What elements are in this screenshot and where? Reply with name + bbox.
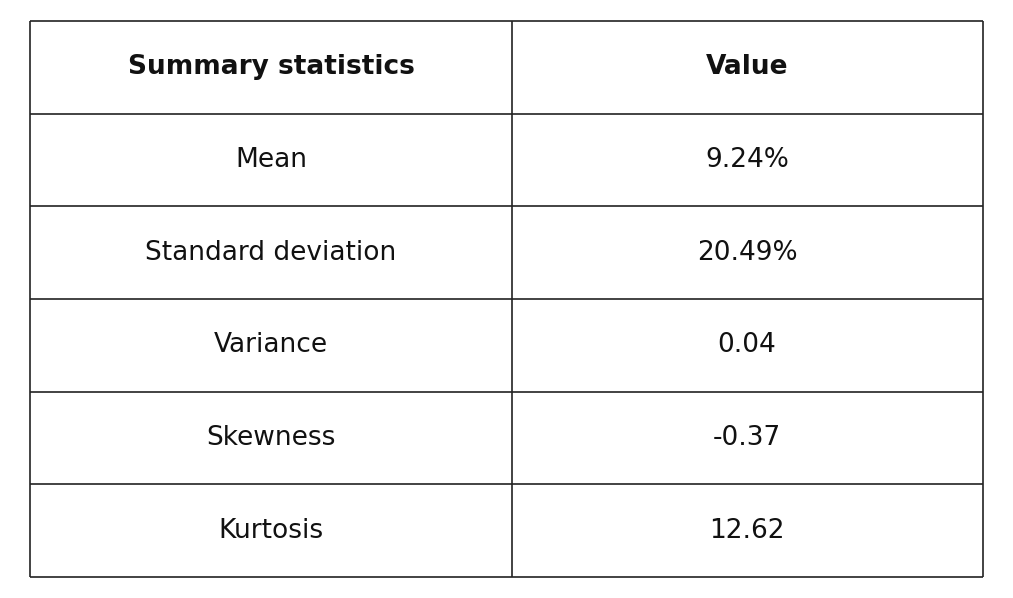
Text: Skewness: Skewness — [207, 425, 335, 451]
Text: 12.62: 12.62 — [709, 518, 785, 544]
Text: -0.37: -0.37 — [713, 425, 781, 451]
Text: Summary statistics: Summary statistics — [128, 54, 414, 80]
Text: 9.24%: 9.24% — [705, 147, 789, 173]
Text: Variance: Variance — [214, 332, 328, 358]
Text: 0.04: 0.04 — [718, 332, 776, 358]
Text: Value: Value — [706, 54, 788, 80]
Text: 20.49%: 20.49% — [697, 240, 797, 266]
Text: Mean: Mean — [235, 147, 307, 173]
Text: Kurtosis: Kurtosis — [219, 518, 323, 544]
Text: Standard deviation: Standard deviation — [145, 240, 397, 266]
